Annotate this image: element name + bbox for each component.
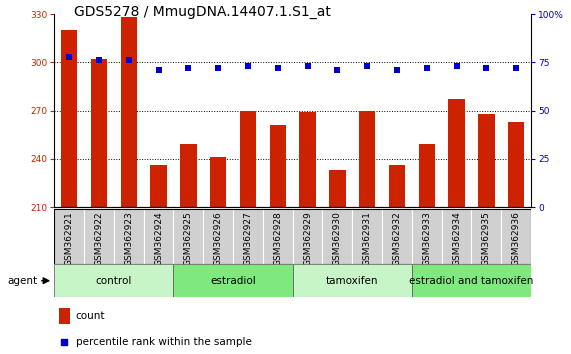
Text: agent: agent	[7, 276, 38, 286]
Bar	[263, 209, 292, 264]
Bar	[472, 209, 501, 264]
Bar	[233, 209, 263, 264]
Bar	[203, 209, 233, 264]
Bar	[419, 144, 435, 207]
Text: GSM362931: GSM362931	[363, 212, 372, 267]
Bar	[61, 30, 77, 207]
Text: GSM362935: GSM362935	[482, 212, 491, 267]
Point	[94, 58, 103, 63]
Bar	[210, 157, 226, 207]
Bar	[329, 170, 345, 207]
Text: GSM362929: GSM362929	[303, 212, 312, 266]
Point	[60, 339, 69, 345]
Bar	[448, 99, 465, 207]
Bar	[359, 110, 375, 207]
Bar	[478, 114, 494, 207]
Bar	[84, 209, 114, 264]
Point	[303, 63, 312, 69]
Point	[363, 63, 372, 69]
Text: GSM362925: GSM362925	[184, 212, 193, 266]
Point	[512, 65, 521, 71]
Bar	[508, 122, 524, 207]
Point	[65, 54, 74, 59]
Text: tamoxifen: tamoxifen	[326, 275, 379, 286]
Bar	[501, 209, 531, 264]
Text: GDS5278 / MmugDNA.14407.1.S1_at: GDS5278 / MmugDNA.14407.1.S1_at	[74, 5, 331, 19]
Point	[214, 65, 223, 71]
Bar	[114, 209, 144, 264]
Text: GSM362932: GSM362932	[392, 212, 401, 266]
Point	[392, 67, 401, 73]
Bar	[174, 209, 203, 264]
Bar	[54, 264, 174, 297]
Point	[184, 65, 193, 71]
Point	[243, 63, 252, 69]
Bar	[441, 209, 472, 264]
Bar	[352, 209, 382, 264]
Text: GSM362930: GSM362930	[333, 212, 342, 267]
Bar	[270, 125, 286, 207]
Bar	[150, 165, 167, 207]
Text: GSM362926: GSM362926	[214, 212, 223, 266]
Point	[273, 65, 282, 71]
Text: GSM362921: GSM362921	[65, 212, 74, 266]
Bar	[144, 209, 174, 264]
Point	[154, 67, 163, 73]
Bar	[389, 165, 405, 207]
Point	[482, 65, 491, 71]
Text: GSM362934: GSM362934	[452, 212, 461, 266]
Bar	[174, 264, 292, 297]
Bar	[299, 112, 316, 207]
Point	[333, 67, 342, 73]
Point	[124, 58, 133, 63]
Bar	[180, 144, 196, 207]
Text: estradiol and tamoxifen: estradiol and tamoxifen	[409, 275, 534, 286]
Text: GSM362936: GSM362936	[512, 212, 521, 267]
Text: control: control	[96, 275, 132, 286]
Text: GSM362933: GSM362933	[422, 212, 431, 267]
Text: GSM362922: GSM362922	[94, 212, 103, 266]
Bar	[59, 308, 70, 324]
Bar	[323, 209, 352, 264]
Bar	[382, 209, 412, 264]
Text: estradiol: estradiol	[210, 275, 256, 286]
Bar	[412, 264, 531, 297]
Text: GSM362923: GSM362923	[124, 212, 133, 266]
Bar	[91, 59, 107, 207]
Text: GSM362924: GSM362924	[154, 212, 163, 266]
Text: GSM362927: GSM362927	[243, 212, 252, 266]
Text: percentile rank within the sample: percentile rank within the sample	[76, 337, 252, 347]
Text: GSM362928: GSM362928	[274, 212, 282, 266]
Bar	[292, 264, 412, 297]
Bar	[120, 17, 137, 207]
Text: count: count	[76, 311, 105, 321]
Bar	[412, 209, 441, 264]
Bar	[240, 110, 256, 207]
Point	[422, 65, 431, 71]
Bar	[54, 209, 84, 264]
Bar	[292, 209, 323, 264]
Point	[452, 63, 461, 69]
